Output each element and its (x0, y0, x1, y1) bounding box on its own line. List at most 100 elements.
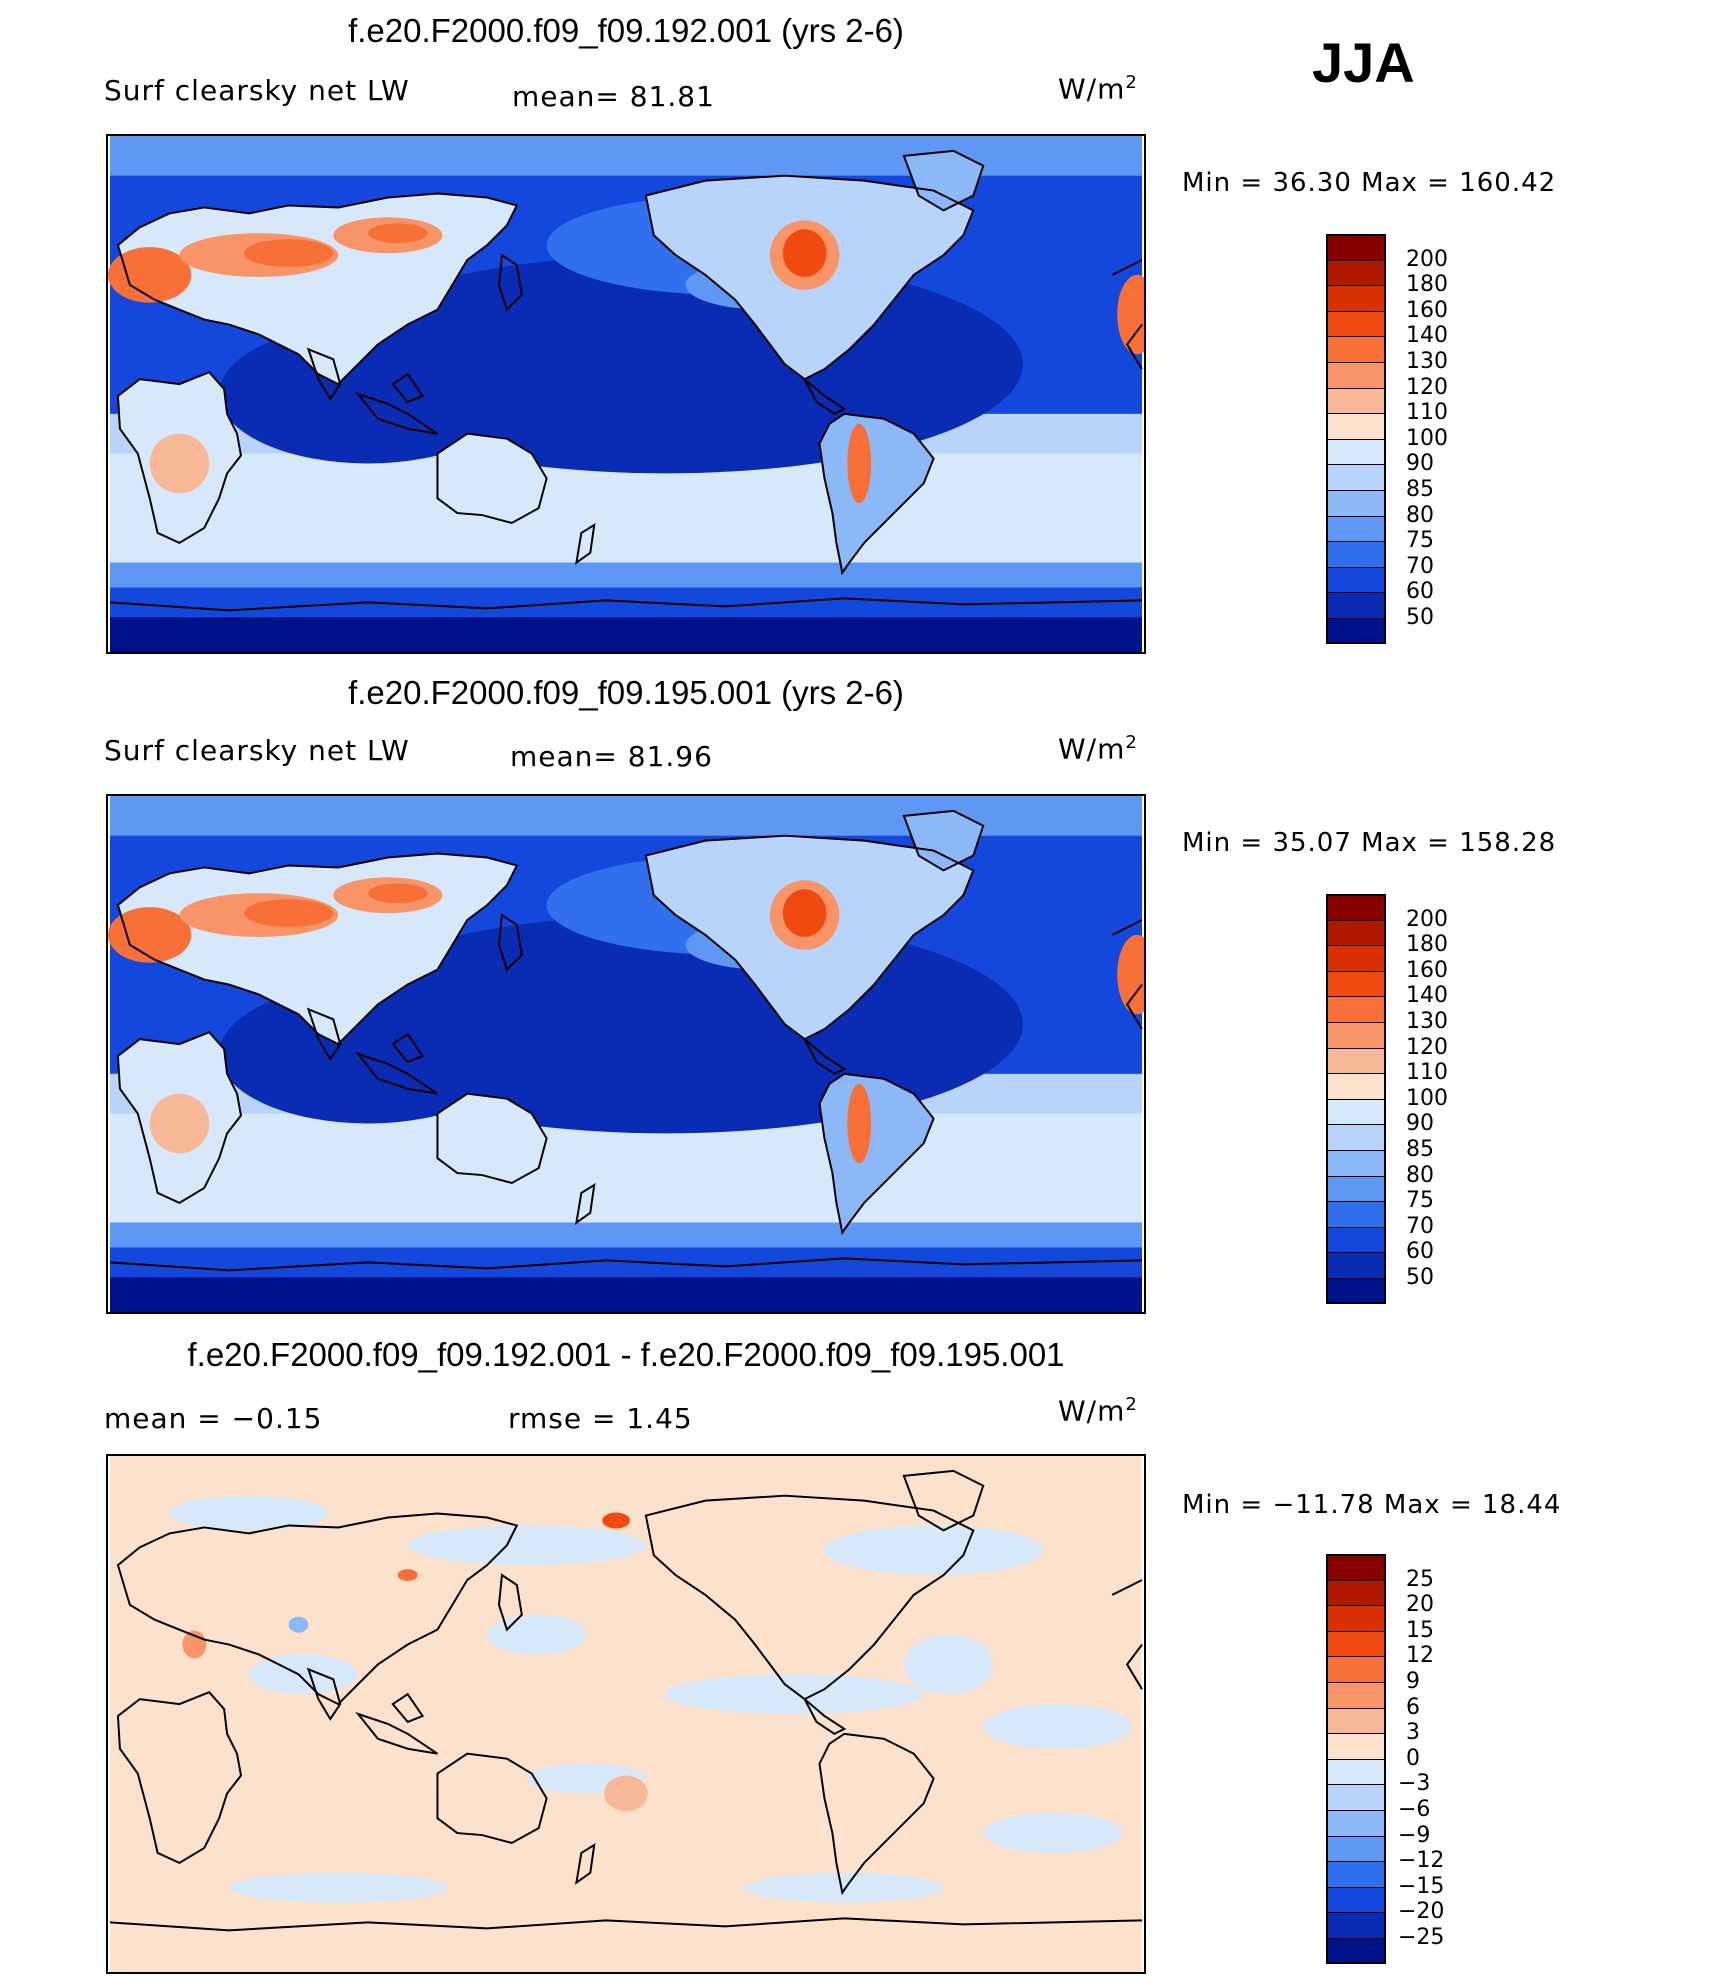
coastline (818, 412, 935, 576)
colorbar-separator (1326, 387, 1386, 389)
colorbar-tick-label: 6 (1406, 1694, 1420, 1720)
colorbar-tick-label: 80 (1406, 1162, 1434, 1188)
colorbar-box (1326, 1835, 1386, 1862)
colorbar-tick-label: −25 (1398, 1925, 1445, 1950)
coastline (116, 852, 519, 1046)
colorbar-box (1326, 1098, 1386, 1125)
colorbar-box (1326, 515, 1386, 542)
colorbar-separator (1326, 336, 1386, 338)
colorbar-box (1326, 1861, 1386, 1888)
colorbar-tick-label: 90 (1406, 451, 1434, 477)
colorbar-tick-label: 90 (1406, 1111, 1434, 1137)
coastline (575, 1183, 596, 1225)
colorbar-separator (1326, 996, 1386, 998)
season-label: JJA (1312, 31, 1415, 94)
colorbar-separator (1326, 1758, 1386, 1760)
colorbar-box (1326, 919, 1386, 946)
sw-north-america-hotspot (782, 229, 827, 277)
colorbar-separator (1326, 1630, 1386, 1632)
colorbar-tick-label: 130 (1406, 349, 1448, 374)
colorbar-separator (1326, 592, 1386, 594)
coastline (902, 809, 985, 872)
panel-2-map (106, 794, 1146, 1314)
west-africa-hotspot (1117, 934, 1144, 1015)
colorbar-tick-label: 60 (1406, 1239, 1434, 1265)
colorbar-tick-label: 160 (1406, 297, 1448, 323)
panel-3-title: f.e20.F2000.f09_f09.192.001 - f.e20.F200… (187, 1336, 1065, 1373)
coastline (116, 370, 243, 544)
colorbar-tick-label: −20 (1398, 1899, 1445, 1925)
middle-east-hotspot (243, 239, 334, 267)
negative-difference-region (903, 1634, 994, 1695)
colorbar-tick-label: 160 (1406, 957, 1448, 983)
panel-1-units: W/m2 (1058, 72, 1138, 105)
panel-2-variable: Surf clearsky net LW (104, 734, 410, 767)
negative-difference-region (407, 1525, 646, 1566)
panel-2-units-text: W/m (1058, 732, 1126, 766)
colorbar-tick-label: 75 (1406, 1188, 1434, 1214)
coastline (497, 253, 523, 312)
colorbar-separator (1326, 1733, 1386, 1735)
colorbar-separator (1326, 1938, 1386, 1939)
colorbar-box (1326, 1707, 1386, 1734)
circumpolar-band (110, 1222, 1142, 1248)
panel-1-mean: mean= 81.81 (512, 80, 715, 113)
colorbar-tick-label: 80 (1406, 502, 1434, 528)
negative-difference-region (983, 1704, 1133, 1749)
antarctic-interior (110, 1277, 1142, 1312)
colorbar-tick-label: 140 (1406, 323, 1448, 349)
positive-difference-spot (604, 1775, 648, 1812)
southern-africa-warm (149, 1093, 210, 1154)
colorbar-separator (1326, 1579, 1386, 1581)
coastline (818, 1732, 935, 1896)
colorbar-separator (1326, 490, 1386, 491)
sw-north-america-hotspot (782, 889, 827, 937)
coastline (902, 149, 985, 212)
coastline (1125, 1643, 1143, 1690)
colorbar-separator (1326, 1912, 1386, 1914)
negative-difference-region (248, 1654, 359, 1695)
panel-3-units: W/m2 (1058, 1394, 1138, 1427)
coastline (109, 1917, 1143, 1932)
colorbar-box (1326, 1047, 1386, 1074)
colorbar-box (1326, 1758, 1386, 1785)
colorbar-tick-label: 25 (1406, 1566, 1434, 1592)
colorbar-separator (1326, 1656, 1386, 1658)
coastline (497, 1573, 523, 1632)
colorbar-separator (1326, 541, 1386, 543)
colorbar-box (1326, 490, 1386, 517)
panel-1-colorbar: 200 180 160 140 130 120 110 100 90 85 80 75 70 60 50 (1326, 234, 1466, 645)
colorbar-box (1326, 1630, 1386, 1657)
greenland-field (903, 810, 984, 871)
coastline (1111, 919, 1143, 936)
colorbar-tick-label: 140 (1406, 983, 1448, 1009)
coastline (306, 1007, 342, 1061)
colorbar-tick-label: 200 (1406, 246, 1448, 272)
colorbar-box (1326, 1226, 1386, 1253)
coastline (436, 432, 548, 525)
arctic-band (110, 136, 1142, 176)
panel-2-colorbar: 200 180 160 140 130 120 110 100 90 85 80 75 70 60 50 (1326, 894, 1466, 1305)
colorbar-tick-label: 85 (1406, 477, 1434, 502)
coastline (1125, 983, 1143, 1030)
colorbar-box (1326, 1201, 1386, 1228)
colorbar-separator (1326, 919, 1386, 921)
panel-1-variable: Surf clearsky net LW (104, 74, 410, 107)
colorbar-tick-label: 120 (1406, 374, 1448, 400)
colorbar-box (1326, 1022, 1386, 1049)
colorbar-box (1326, 1252, 1386, 1279)
australia-field (437, 1093, 547, 1183)
colorbar-separator (1326, 310, 1386, 312)
coastline (436, 1092, 548, 1185)
colorbar-box (1326, 1554, 1386, 1581)
australia-field (437, 433, 547, 523)
colorbar-separator (1326, 1201, 1386, 1203)
negative-difference-spot (288, 1616, 309, 1633)
coastline (1111, 1579, 1143, 1596)
colorbar-box (1326, 945, 1386, 972)
colorbar-box (1326, 592, 1386, 619)
panel-2-minmax: Min = 35.07 Max = 158.28 (1182, 828, 1557, 858)
coastline (497, 913, 523, 972)
colorbar-box (1326, 618, 1386, 645)
panel-2-mean: mean= 81.96 (510, 740, 713, 773)
